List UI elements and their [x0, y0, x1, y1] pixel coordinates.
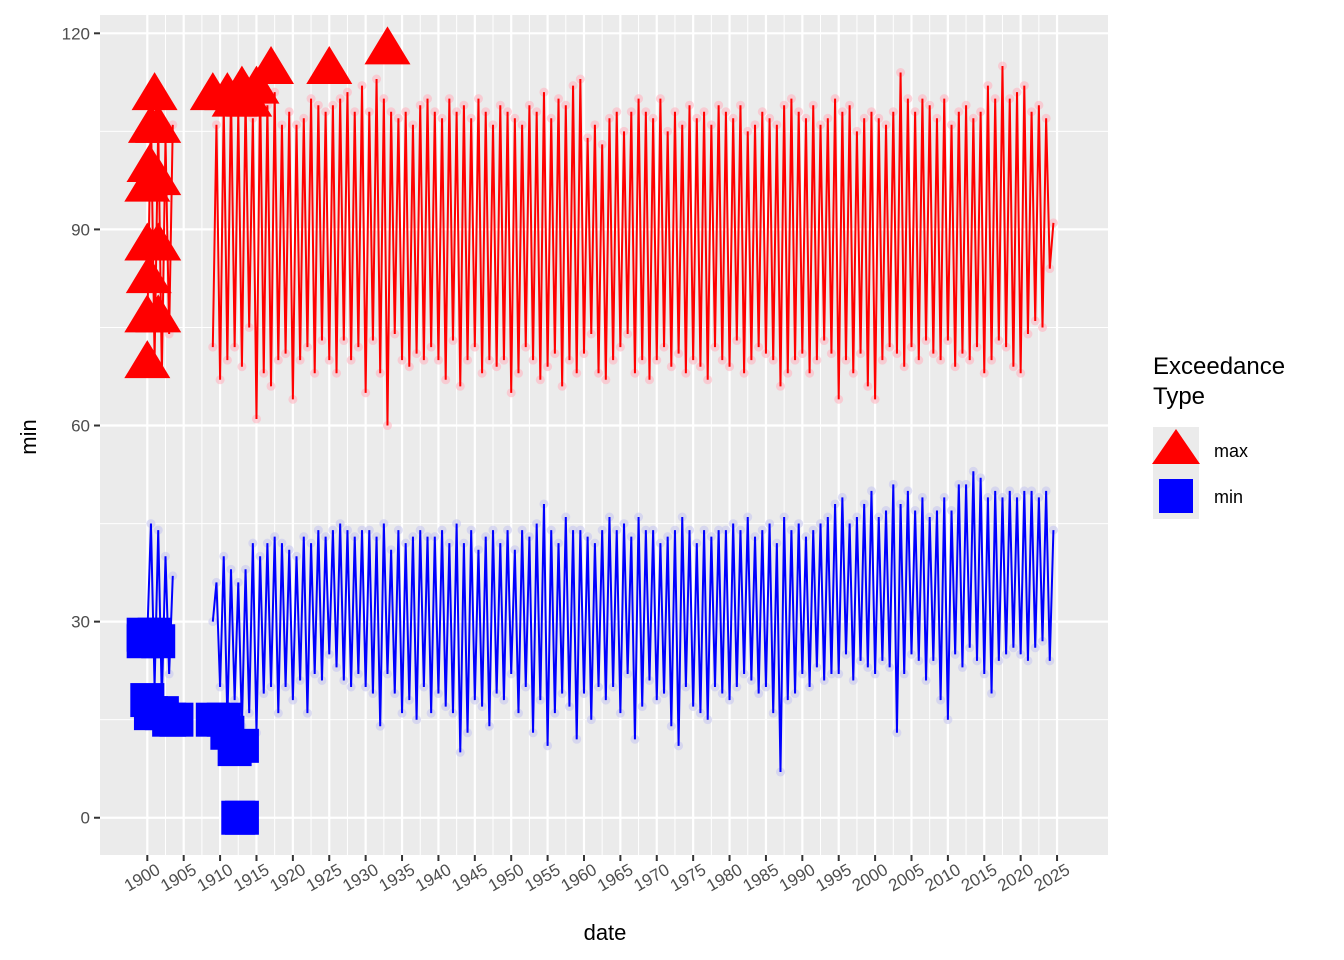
x-tick-label: 1945 [449, 860, 491, 895]
triangle-marker [135, 104, 182, 143]
x-tick-label: 2010 [922, 860, 964, 895]
x-tick-label: 1980 [703, 860, 745, 895]
y-tick-label: 60 [71, 417, 90, 436]
x-tick-label: 1975 [667, 860, 709, 895]
triangle-marker [135, 222, 182, 261]
legend-title: Exceedance Type [1153, 353, 1286, 410]
triangle-marker [124, 340, 171, 379]
x-tick-label: 1950 [485, 860, 527, 895]
x-tick-label: 1900 [121, 860, 163, 895]
square-marker [224, 728, 259, 763]
legend-square [1159, 479, 1193, 513]
x-tick-label: 1905 [157, 860, 199, 895]
square-marker [141, 624, 176, 659]
point [1048, 218, 1058, 228]
x-tick-label: 1965 [594, 860, 636, 895]
x-tick-label: 1955 [521, 860, 563, 895]
legend-label: max [1214, 441, 1248, 461]
y-tick-label: 90 [71, 220, 90, 239]
x-tick-label: 1990 [776, 860, 818, 895]
y-tick-label: 120 [62, 24, 90, 43]
legend-triangle [1152, 429, 1200, 464]
triangle-marker [233, 65, 280, 104]
x-tick-label: 1995 [812, 860, 854, 895]
square-marker [159, 702, 194, 737]
x-tick-label: 1985 [740, 860, 782, 895]
x-tick-label: 2025 [1031, 860, 1073, 895]
x-tick-label: 1930 [339, 860, 381, 895]
x-tick-label: 1940 [412, 860, 454, 895]
x-tick-label: 1910 [194, 860, 236, 895]
x-tick-label: 1970 [631, 860, 673, 895]
y-tick-label: 0 [81, 809, 90, 828]
point [208, 617, 218, 627]
y-tick-label: 30 [71, 613, 90, 632]
triangle-marker [248, 45, 295, 84]
x-axis-title: date [584, 920, 627, 945]
triangle-marker [131, 72, 178, 111]
square-marker [224, 800, 259, 835]
x-tick-label: 1915 [230, 860, 272, 895]
x-tick-label: 2000 [849, 860, 891, 895]
x-tick-label: 1960 [558, 860, 600, 895]
triangle-marker [364, 26, 411, 65]
triangle-marker [135, 294, 182, 333]
y-axis-title: min [16, 419, 41, 454]
legend-label: min [1214, 487, 1243, 507]
triangle-marker [125, 255, 172, 294]
triangle-marker [306, 45, 353, 84]
x-tick-label: 1920 [267, 860, 309, 895]
x-tick-label: 1935 [376, 860, 418, 895]
x-tick-label: 2020 [994, 860, 1036, 895]
triangle-marker [135, 157, 182, 196]
x-tick-label: 2005 [885, 860, 927, 895]
x-tick-label: 2015 [958, 860, 1000, 895]
x-tick-label: 1925 [303, 860, 345, 895]
